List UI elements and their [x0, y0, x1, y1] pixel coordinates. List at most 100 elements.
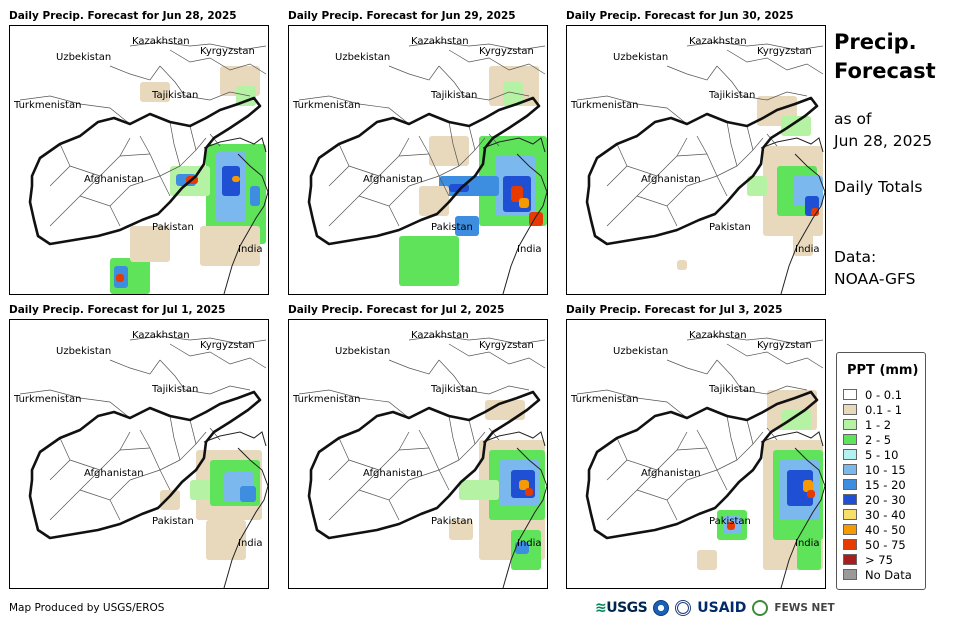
boundary-line	[119, 431, 131, 451]
country-label-kazakhstan: Kazakhstan	[689, 36, 747, 47]
precip-cell	[250, 186, 260, 206]
legend-label: 15 - 20	[865, 477, 906, 492]
precip-cell	[503, 82, 523, 106]
legend-swatch	[843, 449, 857, 460]
boundary-line	[169, 49, 267, 75]
boundary-line	[99, 153, 151, 177]
boundary-line	[488, 427, 500, 441]
boundary-line	[716, 469, 728, 491]
boundary-line	[139, 135, 151, 155]
precip-cell	[455, 216, 479, 236]
boundary-line	[49, 143, 71, 187]
admin-boundaries	[576, 335, 825, 588]
legend-swatch	[843, 494, 857, 505]
country-label-turkmenistan: Turkmenistan	[570, 100, 638, 111]
country-label-pakistan: Pakistan	[709, 222, 751, 233]
boundary-line	[298, 95, 410, 125]
legend-item: 1 - 2	[843, 417, 891, 432]
admin-boundaries	[19, 335, 268, 588]
country-label-uzbekistan: Uzbekistan	[335, 52, 390, 63]
boundary-line	[109, 65, 161, 81]
boundary-line	[69, 459, 101, 471]
country-label-kyrgyzstan: Kyrgyzstan	[757, 340, 812, 351]
precip-cell	[787, 470, 813, 506]
map-canvas: Kazakhstan Uzbekistan Kyrgyzstan Tajikistan…	[292, 36, 547, 294]
map-canvas: Kazakhstan Uzbekistan Kyrgyzstan Tajikistan…	[13, 330, 268, 588]
boundary-line	[408, 41, 546, 51]
precip-cell	[747, 176, 767, 196]
boundary-line	[696, 429, 708, 449]
country-label-india: India	[517, 244, 542, 255]
boundary-line	[686, 335, 824, 345]
boundary-line	[626, 165, 658, 177]
country-label-uzbekistan: Uzbekistan	[613, 52, 668, 63]
country-border	[502, 153, 547, 294]
boundary-line	[79, 185, 131, 207]
country-label-pakistan: Pakistan	[431, 516, 473, 527]
boundary-line	[179, 137, 207, 167]
boundary-line	[348, 459, 380, 471]
country-border	[203, 431, 267, 447]
legend-label: 40 - 50	[865, 522, 906, 537]
country-border	[203, 137, 267, 153]
precip-cell	[236, 86, 256, 106]
legend-title: PPT (mm)	[847, 363, 919, 378]
boundary-line	[159, 175, 171, 197]
boundary-line	[736, 431, 764, 461]
boundary-line	[348, 165, 380, 177]
partner-logos: ≋USGS USAID FEWS NET	[595, 598, 835, 618]
country-label-turkmenistan: Turkmenistan	[292, 394, 360, 405]
precip-cell	[429, 136, 469, 166]
country-label-uzbekistan: Uzbekistan	[335, 346, 390, 357]
as-of-date: Jun 28, 2025	[834, 132, 933, 150]
legend-swatch	[843, 419, 857, 430]
usgs-logo: ≋USGS	[595, 600, 648, 616]
boundary-line	[129, 335, 267, 345]
boundary-line	[109, 205, 121, 227]
legend-label: 0 - 0.1	[865, 387, 903, 402]
country-label-tajikistan: Tajikistan	[708, 90, 755, 101]
boundary-line	[119, 137, 131, 157]
afghanistan-outline	[585, 390, 819, 540]
precip-layer	[399, 66, 547, 286]
panel-title-1: Daily Precip. Forecast for Jun 28, 2025	[9, 10, 237, 22]
country-label-kyrgyzstan: Kyrgyzstan	[200, 46, 255, 57]
boundary-line	[328, 143, 350, 187]
boundary-line	[388, 65, 440, 81]
country-border	[482, 431, 546, 447]
boundary-line	[169, 121, 181, 167]
country-border	[780, 153, 825, 294]
boundary-line	[139, 429, 151, 449]
boundary-line	[666, 359, 718, 375]
country-label-uzbekistan: Uzbekistan	[56, 346, 111, 357]
precip-cell	[116, 274, 124, 282]
country-label-kyrgyzstan: Kyrgyzstan	[479, 340, 534, 351]
fews-net-logo: FEWS NET	[774, 602, 835, 614]
country-label-india: India	[795, 244, 820, 255]
afghanistan-outline	[307, 390, 541, 540]
boundary-line	[169, 343, 267, 369]
legend-item: 0.1 - 1	[843, 402, 902, 417]
legend-item: 40 - 50	[843, 522, 906, 537]
country-border	[760, 137, 824, 153]
boundary-line	[398, 431, 410, 451]
country-label-kazakhstan: Kazakhstan	[689, 330, 747, 341]
boundary-line	[448, 343, 546, 369]
precip-cell	[160, 490, 180, 510]
admin-boundaries	[298, 41, 547, 294]
boundary-line	[488, 133, 500, 147]
legend-item: 50 - 75	[843, 537, 906, 552]
legend-item: 10 - 15	[843, 462, 906, 477]
usaid-logo: USAID	[697, 600, 747, 616]
boundary-line	[736, 137, 764, 167]
dos-seal-logo	[675, 600, 692, 616]
legend-swatch	[843, 389, 857, 400]
as-of-label: as of	[834, 110, 872, 128]
legend-swatch	[843, 509, 857, 520]
legend-label: 5 - 10	[865, 447, 899, 462]
country-label-afghanistan: Afghanistan	[84, 174, 144, 185]
country-label-india: India	[238, 244, 263, 255]
admin-boundaries	[576, 41, 825, 294]
precip-cell	[459, 480, 499, 500]
boundary-line	[626, 459, 658, 471]
